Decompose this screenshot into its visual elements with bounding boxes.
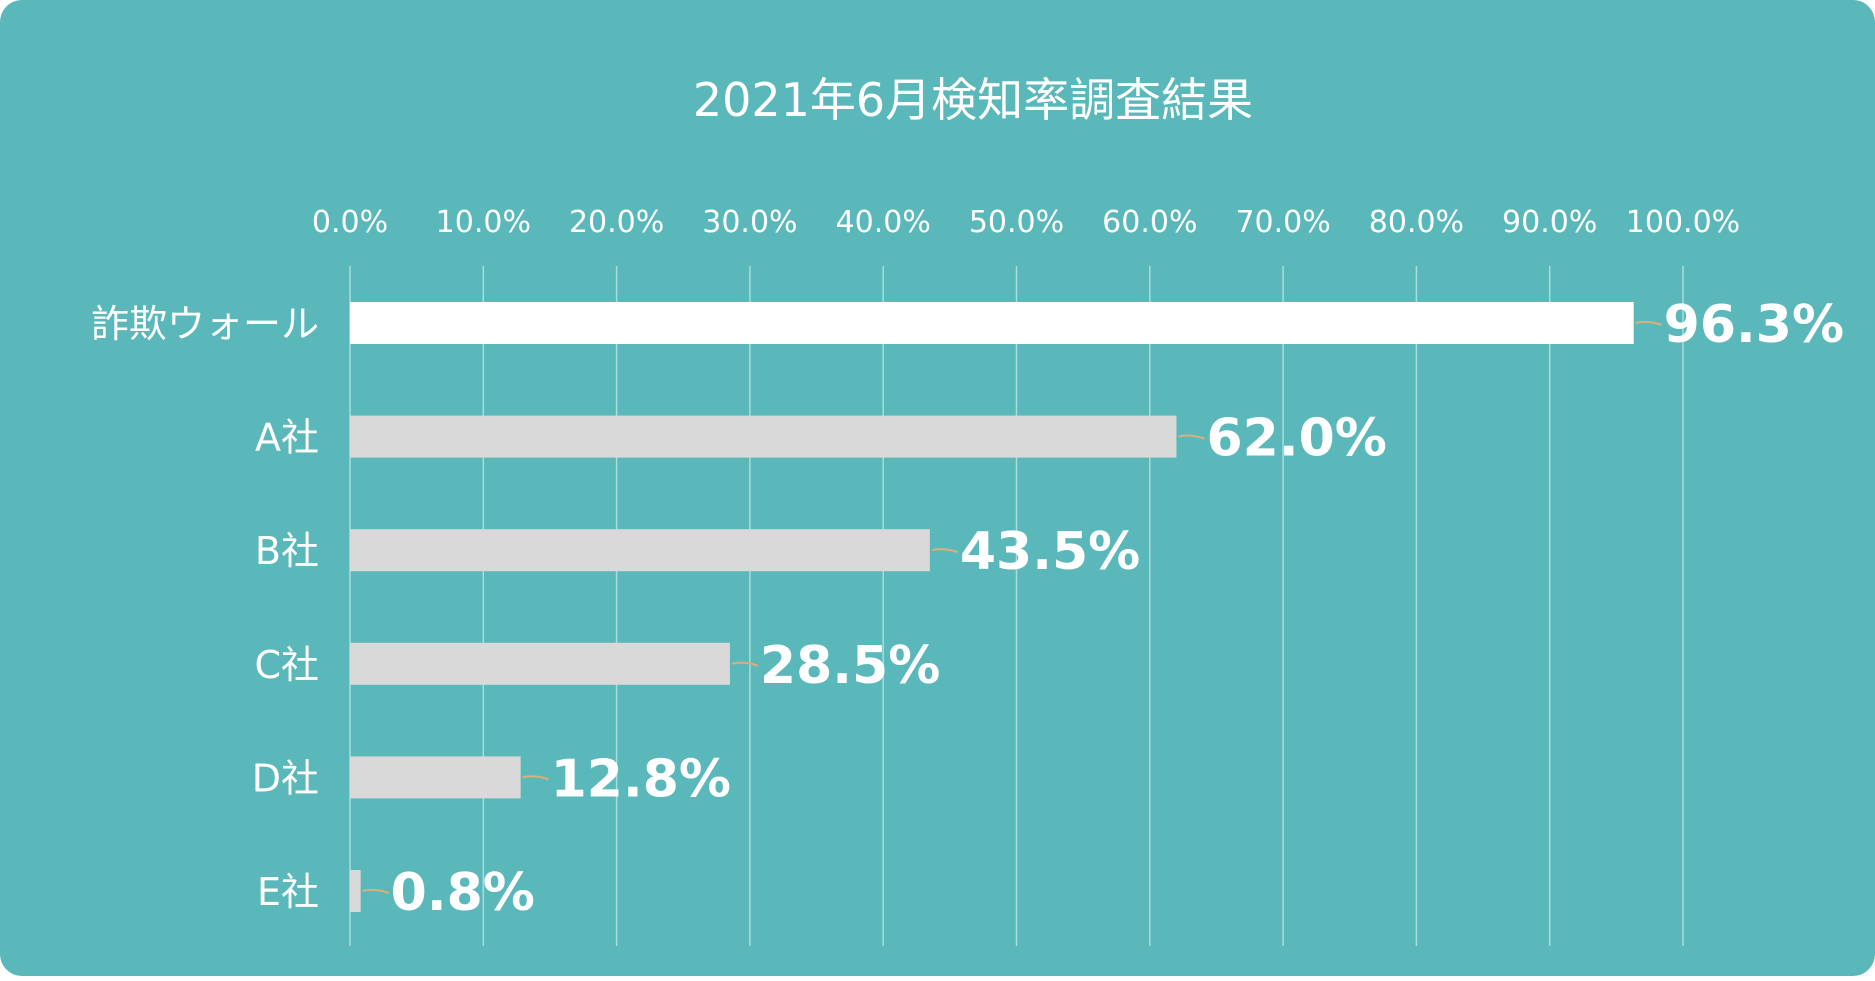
x-tick-label-3: 30.0% xyxy=(702,205,797,240)
value-label-5: 0.8% xyxy=(391,863,535,923)
x-tick-label-4: 40.0% xyxy=(836,205,931,240)
value-label-1: 62.0% xyxy=(1206,409,1386,469)
leader-line-2 xyxy=(931,548,959,554)
leader-line-0 xyxy=(1635,320,1663,326)
category-labels: 詐欺ウォール A社 B社 C社 D社 E社 xyxy=(91,302,319,914)
category-label-5: E社 xyxy=(257,870,319,914)
value-label-3: 28.5% xyxy=(760,636,940,696)
category-label-2: B社 xyxy=(255,529,319,573)
bar-1 xyxy=(350,415,1177,458)
bar-3 xyxy=(350,642,730,685)
x-tick-label-6: 60.0% xyxy=(1102,205,1197,240)
value-label-4: 12.8% xyxy=(551,749,731,809)
leader-line-1 xyxy=(1178,434,1205,440)
category-label-0: 詐欺ウォール xyxy=(91,302,319,346)
x-tick-label-0: 0.0% xyxy=(312,205,388,240)
leader-line-4 xyxy=(522,775,549,781)
x-tick-label-10: 100.0% xyxy=(1626,205,1740,240)
x-tick-label-7: 70.0% xyxy=(1235,205,1330,240)
x-tick-label-1: 10.0% xyxy=(436,205,531,240)
chart-title: 2021年6月検知率調査結果 xyxy=(693,73,1253,127)
bar-0 xyxy=(350,302,1634,344)
value-labels: 96.3% 62.0% 43.5% 28.5% 12.8% 0.8% xyxy=(391,295,1844,923)
bar-2 xyxy=(350,529,930,572)
x-tick-labels: 0.0% 10.0% 20.0% 30.0% 40.0% 50.0% 60.0% 70.0% 8… xyxy=(312,205,1740,240)
value-label-2: 43.5% xyxy=(960,522,1140,582)
leader-lines xyxy=(362,320,1663,894)
x-tick-label-2: 20.0% xyxy=(569,205,664,240)
bar-4 xyxy=(350,756,521,799)
category-label-1: A社 xyxy=(255,416,319,460)
bars xyxy=(350,302,1634,912)
gridlines xyxy=(349,266,1684,946)
category-label-4: D社 xyxy=(252,756,319,800)
x-tick-label-5: 50.0% xyxy=(969,205,1064,240)
bar-5 xyxy=(350,870,361,912)
value-label-0: 96.3% xyxy=(1664,295,1844,355)
category-label-3: C社 xyxy=(254,643,319,687)
leader-line-3 xyxy=(731,661,759,667)
x-tick-label-9: 90.0% xyxy=(1502,205,1597,240)
x-tick-label-8: 80.0% xyxy=(1369,205,1464,240)
leader-line-5 xyxy=(362,888,390,894)
